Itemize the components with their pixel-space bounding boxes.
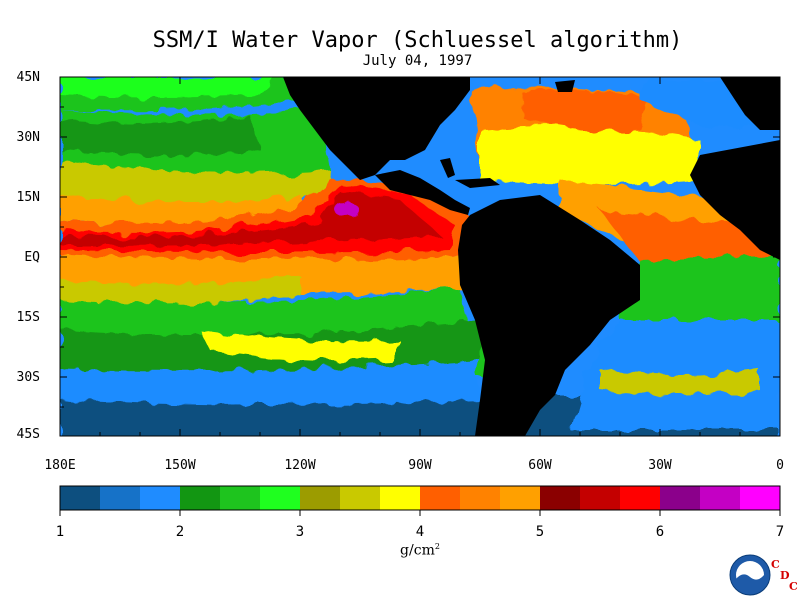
lon-label-30w: 30W [648,458,672,473]
colorbar-tick-2: 2 [175,524,185,540]
colorbar-swatch [580,486,621,510]
lat-label-15s: 15S [16,310,40,325]
colorbar [59,485,781,516]
cdc-letter-d: D [780,569,790,582]
colorbar-tick-6: 6 [655,524,665,540]
lat-label-15n: 15N [16,190,40,205]
page-title: SSM/I Water Vapor (Schluessel algorithm) [152,28,683,53]
lat-label-45s: 45S [16,427,40,442]
colorbar-swatch [740,486,781,510]
colorbar-swatch [620,486,661,510]
lat-label-eq: EQ [24,250,40,265]
colorbar-swatch [140,486,181,510]
colorbar-swatch [60,486,101,510]
lat-label-30n: 30N [16,130,40,145]
colorbar-tick-4: 4 [415,524,425,540]
colorbar-tick-1: 1 [55,524,65,540]
date-subtitle: July 04, 1997 [362,53,473,69]
colorbar-swatch [460,486,501,510]
lon-label-90w: 90W [408,458,432,473]
lon-label-60w: 60W [528,458,552,473]
colorbar-swatch [500,486,541,510]
lat-label-45n: 45N [16,70,40,85]
colorbar-swatch [540,486,581,510]
colorbar-tick-5: 5 [535,524,545,540]
colorbar-swatch [100,486,141,510]
colorbar-swatch [380,486,421,510]
colorbar-swatch [700,486,741,510]
colorbar-swatch [420,486,461,510]
lat-label-30s: 30S [16,370,40,385]
colorbar-units: g/cm2 [400,542,440,559]
colorbar-swatch [220,486,261,510]
lon-label-150w: 150W [164,458,196,473]
colorbar-swatch [300,486,341,510]
map-field [60,77,780,436]
cdc-letter-c2: C [789,580,798,593]
colorbar-tick-7: 7 [775,524,785,540]
cdc-letter-c1: C [771,558,780,571]
lon-label-0: 0 [776,458,784,473]
landmass [283,77,780,436]
lon-label-120w: 120W [284,458,316,473]
colorbar-swatch [340,486,381,510]
noaa-logo [728,553,772,597]
colorbar-swatch [660,486,701,510]
lon-label-180e: 180E [44,458,76,473]
colorbar-tick-3: 3 [295,524,305,540]
colorbar-swatch [180,486,221,510]
axis-ticks [60,76,780,436]
colorbar-swatch [260,486,301,510]
